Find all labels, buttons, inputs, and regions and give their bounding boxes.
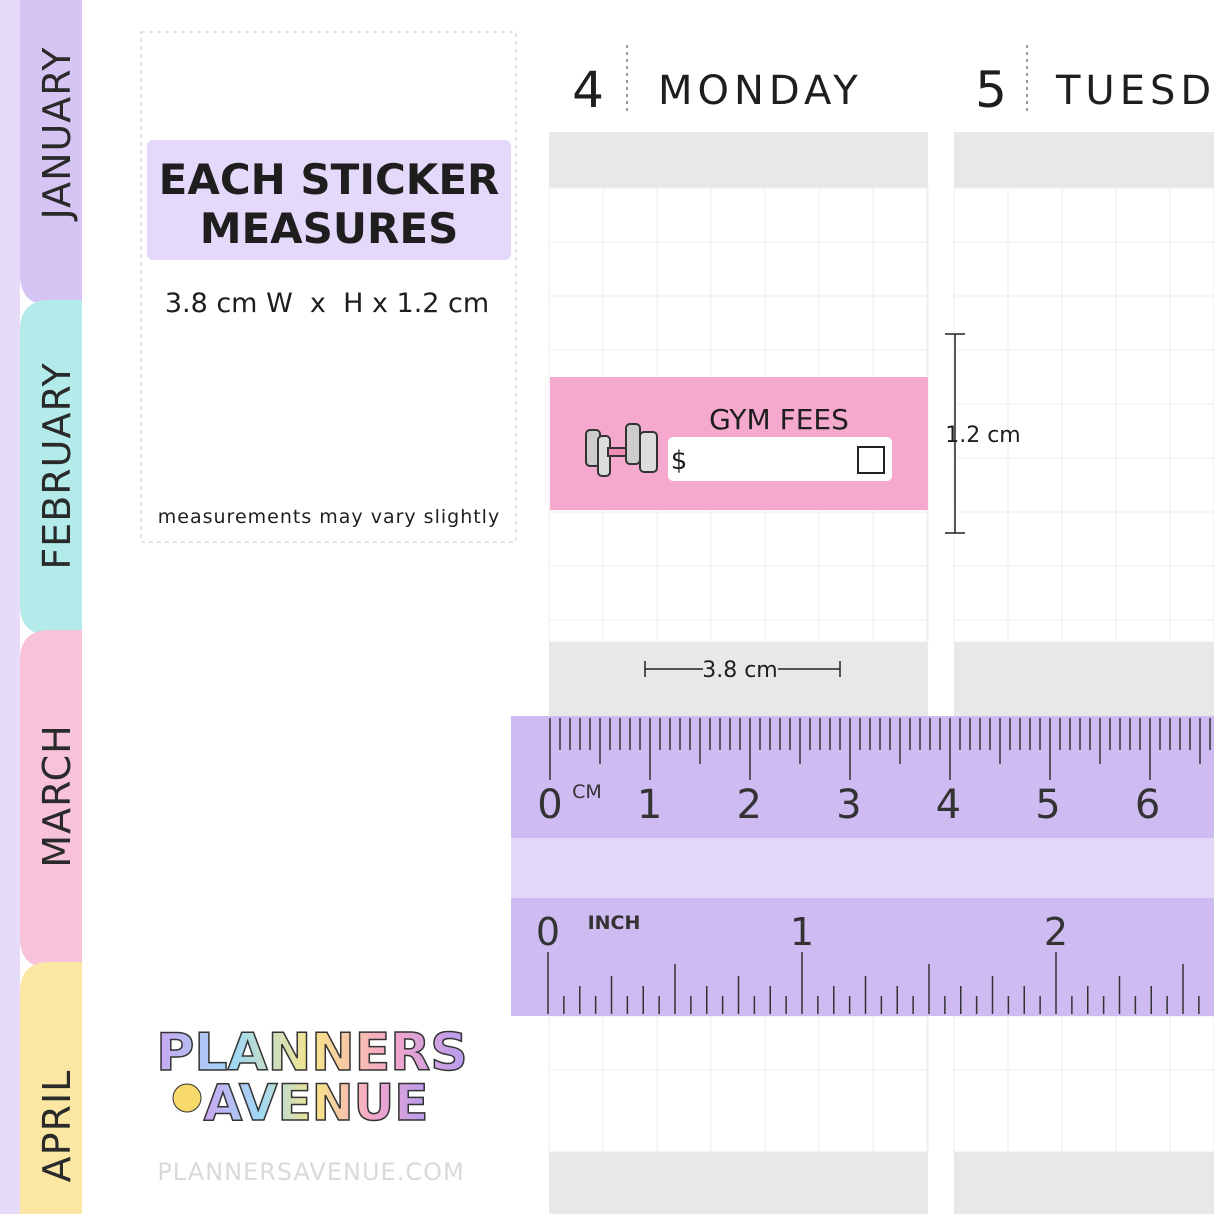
ruler-label: 4 bbox=[936, 782, 961, 828]
ruler-label: 3 bbox=[836, 782, 861, 828]
sticker-title: GYM FEES bbox=[709, 403, 849, 436]
dumbbell-icon bbox=[585, 423, 658, 477]
ruler-label: 0 bbox=[536, 910, 560, 954]
info-note: measurements may vary slightly bbox=[158, 506, 500, 528]
ruler-label: 2 bbox=[736, 782, 761, 828]
info-title-bg bbox=[147, 140, 511, 260]
tab-january[interactable] bbox=[20, 0, 82, 305]
day-number: 5 bbox=[975, 61, 1007, 119]
day-number: 4 bbox=[572, 61, 604, 119]
column-header bbox=[549, 132, 928, 188]
tab-april[interactable] bbox=[20, 962, 82, 1214]
column-gap bbox=[954, 642, 1214, 716]
info-title: MEASURES bbox=[200, 204, 459, 253]
height-label: 1.2 cm bbox=[945, 423, 1021, 448]
checkbox bbox=[857, 446, 885, 474]
website: PLANNERSAVENUE.COM bbox=[157, 1158, 464, 1186]
logo: PLANNERS bbox=[156, 1023, 468, 1083]
tab-february[interactable] bbox=[20, 300, 82, 635]
tab-label: MARCH bbox=[35, 724, 79, 867]
ruler-unit: INCH bbox=[588, 912, 641, 934]
tab-march[interactable] bbox=[20, 630, 82, 968]
ruler-label: 6 bbox=[1135, 782, 1160, 828]
info-size: 3.8 cm W x H x 1.2 cm bbox=[165, 288, 489, 319]
column-footer bbox=[549, 1152, 928, 1214]
tab-label: APRIL bbox=[35, 1070, 79, 1183]
ruler-label: 0 bbox=[537, 782, 562, 828]
sticker-field bbox=[668, 437, 892, 481]
ruler-unit: CM bbox=[572, 781, 602, 803]
column-header bbox=[954, 132, 1214, 188]
height-dimension bbox=[945, 333, 965, 534]
ruler-label: 1 bbox=[790, 910, 814, 954]
ruler-label: 5 bbox=[1035, 782, 1060, 828]
width-label: 3.8 cm bbox=[702, 658, 778, 683]
logo-sun bbox=[172, 1083, 202, 1113]
ruler-inch bbox=[511, 898, 1214, 1016]
ruler-label: 2 bbox=[1044, 910, 1068, 954]
column-body bbox=[548, 1015, 929, 1153]
tab-strip bbox=[0, 0, 20, 1214]
ruler-middle bbox=[511, 838, 1214, 898]
info-box bbox=[140, 31, 517, 543]
currency: $ bbox=[671, 446, 688, 476]
column-body bbox=[953, 1015, 1214, 1153]
tab-label: JANUARY bbox=[35, 47, 79, 222]
ruler-cm bbox=[511, 716, 1214, 838]
day-name: MONDAY bbox=[658, 68, 863, 114]
day-name: TUESDAY bbox=[1055, 68, 1214, 114]
ruler-label: 1 bbox=[637, 782, 662, 828]
column-body bbox=[953, 187, 1214, 643]
logo: AVENUE bbox=[204, 1074, 429, 1132]
width-dimension bbox=[644, 661, 841, 677]
column-gap bbox=[549, 642, 928, 716]
column-footer bbox=[954, 1152, 1214, 1214]
info-title: EACH STICKER bbox=[159, 155, 500, 204]
tab-label: FEBRUARY bbox=[35, 362, 79, 569]
